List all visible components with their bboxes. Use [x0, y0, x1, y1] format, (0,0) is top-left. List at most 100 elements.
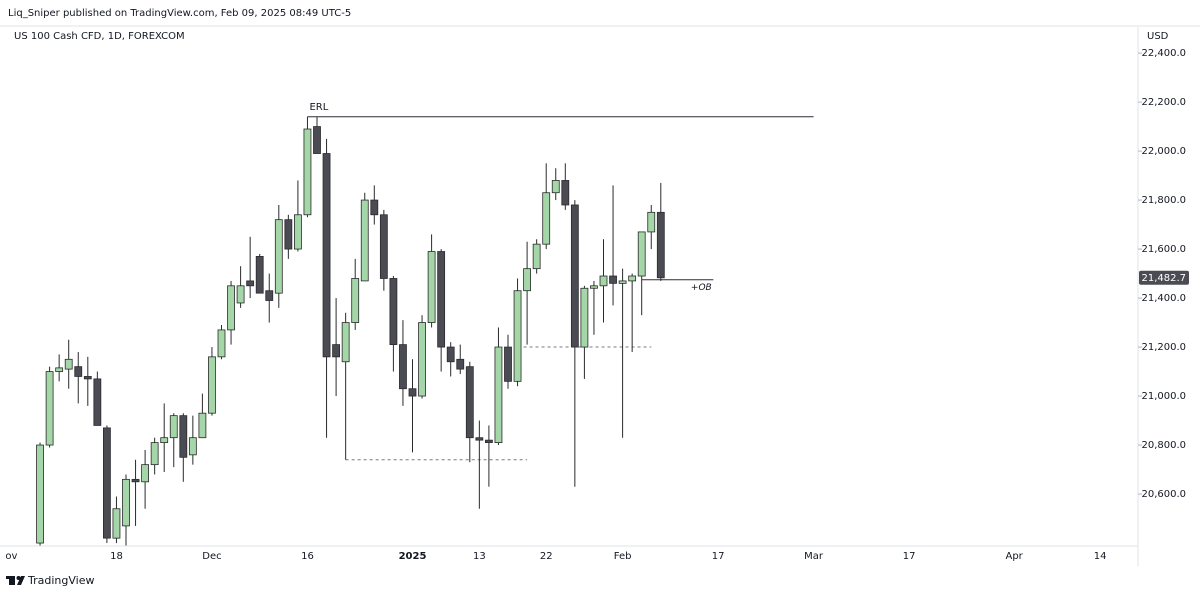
x-tick-label: 22	[540, 551, 553, 562]
y-tick-label: 21,000.0	[1141, 391, 1186, 402]
candle-body	[637, 231, 646, 277]
candle-body	[160, 437, 169, 443]
candle-body	[437, 251, 446, 348]
y-tick-label: 21,200.0	[1141, 342, 1186, 353]
candle-body	[446, 346, 455, 363]
candle-body	[274, 219, 283, 294]
logo-part	[9, 576, 15, 585]
candle-body	[513, 290, 522, 382]
candle-body	[427, 251, 436, 323]
x-tick-label: 2025	[399, 551, 427, 562]
candle-body	[494, 346, 503, 443]
candle-body	[504, 346, 512, 382]
candle-body	[217, 329, 226, 358]
x-tick-label: 16	[301, 551, 314, 562]
tv-logo	[6, 576, 25, 585]
candle-body	[122, 478, 130, 527]
candle-body	[112, 508, 121, 539]
candle-body	[313, 126, 321, 154]
logo-part	[16, 576, 21, 580]
x-tick-label: 17	[712, 551, 725, 562]
x-tick-label: Mar	[804, 551, 824, 562]
y-tick-label: 22,000.0	[1141, 146, 1186, 157]
candle-body	[55, 367, 64, 372]
candle-body	[570, 204, 579, 348]
candle-body	[188, 437, 197, 456]
candle-body	[561, 180, 570, 206]
y-tick-label: 22,200.0	[1141, 97, 1186, 108]
candle-body	[83, 376, 92, 380]
y-tick-label: 21,600.0	[1141, 244, 1186, 255]
x-tick-label: 18	[110, 551, 123, 562]
candle-body	[208, 356, 216, 414]
x-tick-label: ov	[5, 551, 17, 562]
candle-body	[45, 371, 54, 446]
candle-body	[131, 478, 140, 483]
candle-body	[265, 290, 274, 301]
candle-body	[475, 437, 484, 441]
candle-body	[618, 280, 627, 284]
candle-body	[399, 344, 407, 390]
candle-body	[322, 153, 331, 358]
candle-body	[141, 464, 150, 483]
candle-body	[484, 439, 493, 443]
x-tick-label: Apr	[1005, 551, 1023, 562]
candle-body	[293, 214, 302, 250]
x-tick-label: 14	[1094, 551, 1107, 562]
x-tick-label: Dec	[202, 551, 221, 562]
candle-body	[227, 285, 235, 331]
x-tick-label: 13	[473, 551, 486, 562]
candle-body	[551, 180, 560, 194]
y-tick-label: 21,800.0	[1141, 195, 1186, 206]
candle-body	[523, 268, 531, 292]
candle-body	[103, 427, 111, 539]
candle-body	[255, 256, 264, 294]
candle-body	[236, 285, 245, 304]
x-tick-label: Feb	[614, 551, 632, 562]
candle-body	[408, 388, 417, 397]
candle-body	[542, 192, 551, 245]
candle-body	[169, 415, 178, 439]
y-tick-label: 20,600.0	[1141, 489, 1186, 500]
candle-body	[609, 275, 617, 284]
annotation-label: ERL	[309, 102, 328, 113]
candle-body	[341, 322, 350, 363]
candle-body	[246, 280, 255, 287]
candle-body	[628, 275, 637, 282]
publisher-line: Liq_Sniper published on TradingView.com,…	[8, 8, 351, 19]
candle-body	[150, 442, 159, 466]
candle-body	[379, 214, 388, 279]
annotation-label: +OB	[691, 283, 712, 293]
candle-body	[198, 412, 207, 439]
y-tick-label: 20,800.0	[1141, 440, 1186, 451]
candle-body	[74, 366, 83, 377]
candle-body	[370, 199, 379, 216]
logo-part	[17, 576, 25, 585]
y-tick-label: 22,400.0	[1141, 48, 1186, 59]
currency: USD	[1147, 31, 1169, 42]
candle-body	[647, 211, 656, 233]
candle-body	[580, 287, 589, 348]
candle-body	[284, 219, 293, 250]
candle-body	[303, 128, 312, 216]
candle-body	[351, 278, 360, 323]
candle-body	[465, 366, 474, 439]
y-tick-label: 21,400.0	[1141, 293, 1186, 304]
candle-body	[36, 444, 44, 544]
plot-area: ERL +OB	[36, 102, 814, 546]
last-price-label: 21,482.7	[1141, 273, 1186, 284]
candle-body	[532, 243, 541, 270]
candle-body	[456, 358, 465, 370]
logo-part	[6, 576, 15, 579]
x-tick-label: 17	[903, 551, 916, 562]
candle-body	[590, 285, 598, 289]
candle-body	[179, 415, 188, 458]
candle-body	[360, 199, 369, 282]
candle-body	[93, 378, 102, 426]
candle-body	[656, 211, 665, 279]
candle-body	[64, 358, 73, 370]
last-price-box	[1139, 270, 1189, 285]
brand: TradingView	[27, 574, 94, 587]
